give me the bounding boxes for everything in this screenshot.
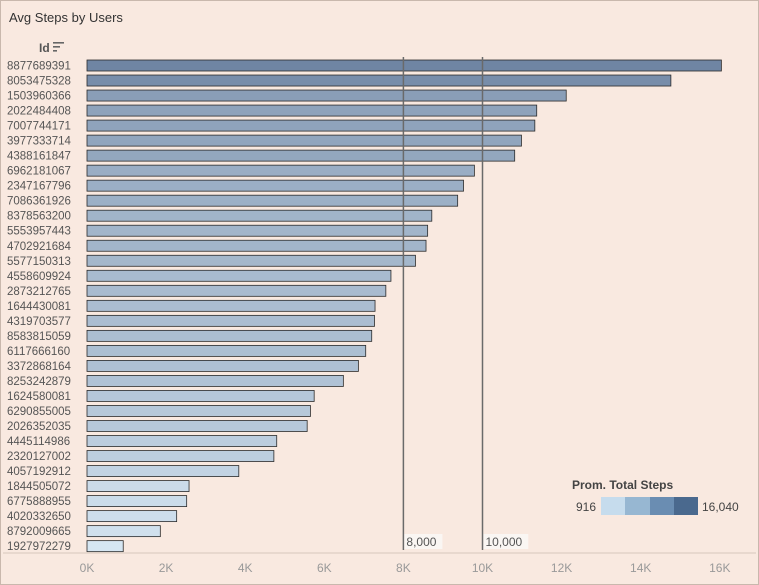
y-tick-label: 3372868164: [7, 361, 72, 373]
y-tick-label: 8583815059: [7, 331, 71, 343]
bar[interactable]: [86, 224, 429, 237]
y-tick-label: 1644430081: [7, 301, 71, 313]
legend-swatch: [601, 497, 626, 515]
bar[interactable]: [86, 420, 308, 432]
x-tick-label: 14K: [630, 561, 651, 575]
legend-swatch: [649, 497, 674, 515]
y-tick-label: 1844505072: [7, 481, 71, 493]
legend-title: Prom. Total Steps: [572, 478, 674, 492]
bar[interactable]: [86, 435, 278, 447]
reference-line-label-bg: [404, 534, 443, 549]
y-tick-label: 1927972279: [7, 541, 71, 553]
y-tick-label: 7086361926: [7, 196, 71, 208]
x-tick-label: 8K: [396, 561, 411, 575]
id-field-header[interactable]: Id: [39, 41, 50, 55]
y-tick-label: 8053475328: [7, 76, 71, 88]
bar[interactable]: [86, 405, 311, 417]
bar[interactable]: [86, 540, 124, 553]
y-tick-label: 2873212765: [7, 286, 71, 298]
bar[interactable]: [86, 360, 359, 372]
x-tick-label: 16K: [709, 561, 730, 575]
y-tick-label: 2022484408: [7, 106, 71, 118]
y-tick-label: 8792009665: [7, 526, 71, 538]
y-tick-label: 8253242879: [7, 376, 71, 388]
bar[interactable]: [86, 149, 516, 162]
y-tick-label: 5553957443: [7, 226, 71, 238]
y-tick-label: 8378563200: [7, 211, 71, 223]
legend-swatch: [673, 497, 698, 515]
x-tick-label: 10K: [472, 561, 493, 575]
y-tick-label: 5577150313: [7, 256, 71, 268]
y-tick-label: 1503960366: [7, 91, 71, 103]
bar[interactable]: [86, 104, 538, 117]
x-tick-label: 12K: [551, 561, 572, 575]
bar[interactable]: [86, 465, 240, 477]
y-tick-label: 2347167796: [7, 181, 71, 193]
x-tick-label: 0K: [80, 561, 95, 575]
bar[interactable]: [86, 179, 464, 192]
bar[interactable]: [86, 74, 672, 87]
bar[interactable]: [86, 254, 416, 267]
y-tick-label: 2320127002: [7, 451, 71, 463]
legend-swatch: [625, 497, 650, 515]
y-tick-label: 3977333714: [7, 136, 72, 148]
bar[interactable]: [86, 119, 536, 132]
bar[interactable]: [86, 344, 367, 357]
bar[interactable]: [86, 89, 567, 102]
y-tick-label: 2026352035: [7, 421, 71, 433]
y-tick-label: 4020332650: [7, 511, 71, 523]
bar[interactable]: [86, 59, 722, 72]
reference-line-label: 10,000: [486, 535, 523, 549]
bar[interactable]: [86, 164, 475, 177]
y-tick-label: 6290855005: [7, 406, 71, 418]
bar[interactable]: [86, 480, 190, 492]
bar[interactable]: [86, 209, 433, 222]
reference-line-label-bg: [483, 534, 529, 549]
bar[interactable]: [86, 194, 459, 207]
y-tick-label: 1624580081: [7, 391, 71, 403]
bar[interactable]: [86, 284, 387, 297]
bar[interactable]: [86, 510, 178, 523]
x-tick-label: 6K: [317, 561, 332, 575]
y-tick-label: 4702921684: [7, 241, 72, 253]
y-tick-label: 7007744171: [7, 121, 71, 133]
legend-color-ramp: [601, 497, 698, 515]
bar[interactable]: [86, 329, 373, 342]
sort-descending-icon[interactable]: [53, 42, 65, 52]
bar[interactable]: [86, 134, 522, 147]
bar[interactable]: [86, 375, 344, 387]
bar[interactable]: [86, 269, 392, 282]
legend-max-label: 16,040: [702, 500, 739, 514]
y-tick-label: 6117666160: [7, 346, 70, 358]
y-tick-label: 4057192912: [7, 466, 71, 478]
y-tick-label: 8877689391: [7, 61, 71, 73]
bar[interactable]: [86, 495, 188, 507]
bar[interactable]: [86, 450, 275, 462]
y-tick-label: 4388161847: [7, 151, 71, 163]
bar[interactable]: [86, 239, 427, 252]
bar[interactable]: [86, 314, 375, 327]
bar[interactable]: [86, 390, 315, 402]
y-tick-label: 4319703577: [7, 316, 71, 328]
y-tick-label: 4445114986: [7, 436, 70, 448]
x-tick-label: 4K: [238, 561, 253, 575]
x-tick-label: 2K: [159, 561, 174, 575]
y-tick-label: 6962181067: [7, 166, 71, 178]
reference-line-label: 8,000: [406, 535, 436, 549]
y-tick-label: 6775888955: [7, 496, 71, 508]
legend-min-label: 916: [576, 500, 597, 514]
y-tick-label: 4558609924: [7, 271, 72, 283]
bar[interactable]: [86, 299, 376, 312]
chart-title: Avg Steps by Users: [9, 10, 123, 25]
bar[interactable]: [86, 525, 161, 538]
